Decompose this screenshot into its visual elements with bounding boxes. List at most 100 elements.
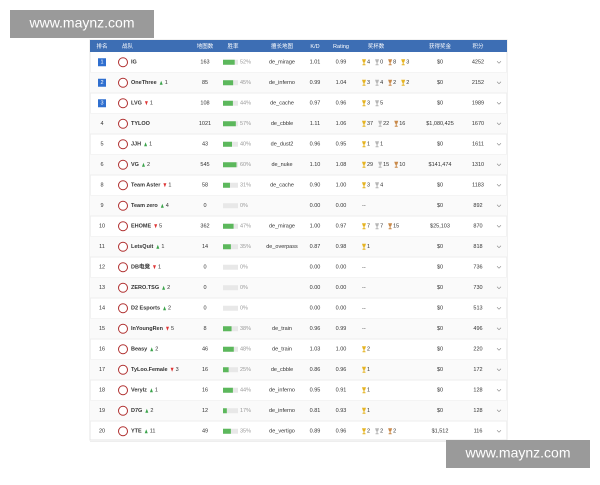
change-value: 11 — [150, 429, 156, 435]
kd: 0.96 — [310, 326, 321, 332]
win-rate: 40% — [240, 142, 251, 148]
team-name: EHOME — [131, 224, 152, 230]
maps: 49 — [202, 429, 208, 435]
win-rate: 57% — [240, 121, 251, 127]
trophy-count: 16 — [399, 121, 405, 127]
trophy-icon — [401, 79, 406, 86]
trophy-count: 4 — [380, 183, 383, 189]
expand-toggle[interactable] — [496, 307, 502, 310]
best-map: de_mirage — [269, 60, 295, 66]
row-bg — [90, 400, 507, 421]
kd: 0.87 — [310, 244, 321, 250]
prize: $0 — [437, 183, 443, 189]
trophy-count: -- — [362, 285, 366, 291]
watermark-box — [10, 10, 154, 38]
trophy-count: -- — [362, 203, 366, 209]
change-value: 1 — [155, 388, 158, 394]
win-track — [223, 264, 238, 270]
expand-toggle[interactable] — [496, 409, 502, 413]
win-rate: 0% — [240, 203, 248, 209]
trophy-icon — [362, 387, 366, 394]
win-bar — [223, 346, 234, 352]
expand-toggle[interactable] — [496, 327, 502, 331]
trophy-icon — [388, 428, 393, 435]
rating: 0.00 — [336, 265, 347, 271]
trophy-icon — [388, 223, 393, 230]
kd: 1.10 — [310, 162, 321, 168]
expand-toggle[interactable] — [496, 143, 502, 146]
trophy-icon — [362, 120, 366, 127]
expand-toggle[interactable] — [496, 266, 502, 269]
trophy-icon — [378, 161, 383, 168]
row-bg — [90, 113, 507, 134]
maps: 1021 — [199, 121, 211, 127]
change-arrow — [163, 306, 167, 311]
trophy-count: 1 — [367, 408, 370, 414]
maps: 108 — [200, 101, 209, 107]
trophy-count: 1 — [367, 388, 370, 394]
row-bg — [90, 195, 507, 216]
best-map: de_dust2 — [271, 142, 294, 148]
expand-toggle[interactable] — [496, 245, 502, 249]
trophy-count: 3 — [367, 101, 370, 107]
maps: 43 — [202, 142, 208, 148]
expand-toggle[interactable] — [496, 348, 502, 351]
prize: $0 — [437, 101, 443, 107]
kd: 0.89 — [310, 429, 321, 435]
expand-toggle[interactable] — [496, 163, 502, 167]
kd: 0.95 — [310, 388, 321, 394]
team-logo — [118, 282, 128, 293]
best-map: de_inferno — [269, 408, 295, 414]
rank: 16 — [99, 347, 105, 353]
kd: 1.01 — [310, 60, 321, 66]
rating: 1.08 — [336, 162, 347, 168]
points: 1183 — [472, 183, 484, 189]
expand-toggle[interactable] — [496, 389, 502, 392]
win-track — [223, 182, 238, 188]
rating: 1.04 — [336, 80, 347, 86]
team-logo — [118, 180, 128, 191]
team-logo — [118, 139, 128, 150]
maps: 46 — [202, 347, 208, 353]
team-name: Team zero — [131, 203, 158, 209]
team-name: TyLoo.Female — [131, 367, 168, 373]
team-name: VG — [131, 162, 139, 168]
expand-toggle[interactable] — [496, 368, 502, 372]
column-header: K/D — [310, 44, 319, 50]
column-header: Rating — [333, 44, 349, 50]
expand-toggle[interactable] — [496, 102, 502, 105]
expand-toggle[interactable] — [496, 204, 502, 208]
rank: 19 — [99, 408, 105, 414]
win-bar — [223, 162, 237, 168]
trophy-count: 15 — [393, 224, 399, 230]
expand-toggle[interactable] — [496, 81, 502, 85]
prize: $0 — [437, 388, 443, 394]
maps: 16 — [202, 367, 208, 373]
rating: 1.06 — [336, 121, 347, 127]
column-header: 积分 — [472, 42, 484, 50]
expand-toggle[interactable] — [496, 122, 502, 126]
rank-badge — [98, 58, 106, 67]
trophy-count: -- — [362, 326, 366, 332]
win-track — [223, 203, 238, 209]
change-value: 2 — [147, 162, 150, 168]
win-rate: 31% — [240, 183, 251, 189]
expand-toggle[interactable] — [496, 225, 502, 228]
rating: 0.00 — [336, 285, 347, 291]
change-value: 1 — [161, 244, 164, 250]
expand-toggle[interactable] — [496, 286, 502, 290]
rank: 12 — [99, 265, 105, 271]
team-logo — [118, 426, 128, 437]
win-rate: 44% — [240, 388, 251, 394]
maps: 14 — [202, 244, 208, 250]
team-logo — [118, 364, 128, 375]
expand-toggle[interactable] — [496, 61, 502, 64]
expand-toggle[interactable] — [496, 430, 502, 433]
expand-toggle[interactable] — [496, 184, 502, 187]
maps: 163 — [200, 60, 209, 66]
kd: 1.03 — [310, 347, 321, 353]
win-bar — [223, 387, 233, 393]
change-arrow — [144, 101, 148, 106]
column-header: 排名 — [96, 42, 107, 50]
